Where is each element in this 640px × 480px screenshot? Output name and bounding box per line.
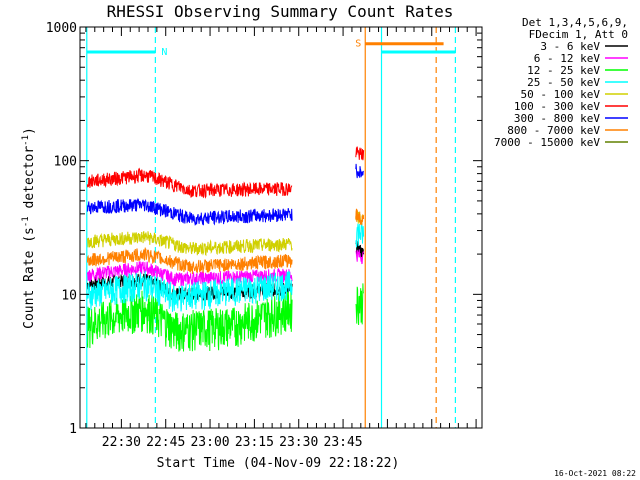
series-line: [355, 146, 365, 161]
y-ticks: 1 10 100 1000: [46, 21, 482, 437]
x-tick-label: 22:30: [102, 435, 141, 450]
series-line: [355, 208, 365, 226]
series-line: [355, 283, 365, 326]
series-lines: [86, 146, 365, 352]
chart-title: RHESSI Observing Summary Count Rates: [107, 2, 454, 21]
series-line: [86, 247, 293, 275]
series-line: [86, 197, 293, 226]
legend-entry-label: 25 - 50 keV: [527, 76, 600, 89]
legend-header: Det 1,3,4,5,6,9,: [522, 16, 628, 29]
legend-entry-label: 300 - 800 keV: [514, 112, 600, 125]
series-line: [355, 249, 365, 265]
x-tick-label: 23:30: [279, 435, 318, 450]
x-axis-label: Start Time (04-Nov-09 22:18:22): [157, 456, 400, 471]
x-tick-label: 23:00: [190, 435, 229, 450]
legend: Det 1,3,4,5,6,9,FDecim 1, Att 03 - 6 keV…: [494, 16, 628, 149]
plot-frame: [79, 26, 483, 429]
x-ticks: 22:30 22:45 23:00 23:15 23:30 23:45: [85, 27, 477, 450]
legend-entry-label: 7000 - 15000 keV: [494, 136, 600, 149]
flare-marker-lines: [86, 27, 456, 428]
legend-entry-label: 3 - 6 keV: [540, 40, 600, 53]
series-line: [86, 167, 293, 199]
y-axis-label: Count Rate (s-1 detector-1): [21, 127, 37, 329]
attenuator-flags: NS: [86, 39, 456, 58]
flag-label: N: [161, 47, 167, 58]
render-timestamp: 16-Oct-2021 08:22: [554, 469, 636, 478]
series-line: [86, 290, 293, 352]
legend-header: FDecim 1, Att 0: [529, 28, 628, 41]
legend-entry-label: 50 - 100 keV: [521, 88, 601, 101]
series-line: [86, 270, 293, 312]
legend-entry-label: 100 - 300 keV: [514, 100, 600, 113]
legend-entry-label: 800 - 7000 keV: [507, 124, 600, 137]
y-tick-label: 100: [54, 155, 77, 170]
y-tick-label: 1000: [46, 21, 77, 36]
x-tick-label: 22:45: [146, 435, 185, 450]
series-line: [355, 221, 365, 248]
y-tick-label: 10: [61, 288, 77, 303]
legend-entry-label: 6 - 12 keV: [534, 52, 601, 65]
series-line: [86, 231, 293, 257]
x-tick-label: 23:15: [235, 435, 274, 450]
series-line: [355, 163, 364, 179]
flag-label: S: [355, 39, 361, 50]
x-tick-label: 23:45: [324, 435, 363, 450]
y-tick-label: 1: [69, 422, 77, 437]
plot-axes: [79, 26, 483, 429]
legend-entry-label: 12 - 25 keV: [527, 64, 600, 77]
